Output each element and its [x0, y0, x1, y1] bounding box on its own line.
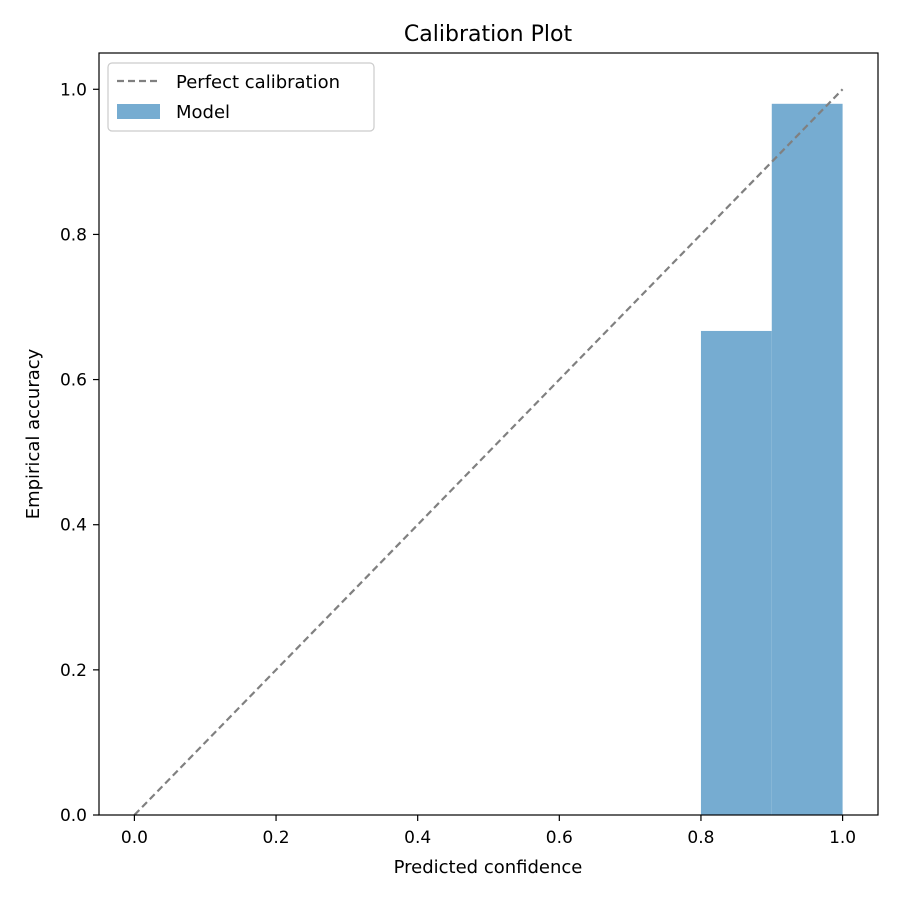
- plot-area: 0.0 0.2 0.4 0.6 0.8 1.0 0.0 0.2 0.4 0.6 0.8 1.0: [60, 52, 879, 848]
- y-axis-label: Empirical accuracy: [23, 348, 44, 519]
- x-axis-ticks: 0.0 0.2 0.4 0.6 0.8 1.0: [121, 815, 856, 848]
- legend-label-perfect-calibration: Perfect calibration: [176, 72, 340, 93]
- x-tick-label-3: 0.6: [546, 828, 573, 848]
- x-tick-label-2: 0.4: [404, 828, 431, 848]
- x-tick-label-0: 0.0: [121, 828, 148, 848]
- chart-title: Calibration Plot: [404, 22, 573, 47]
- bar-model-0: [700, 330, 772, 815]
- legend-swatch-model: [117, 104, 160, 119]
- diagonal-layer: [133, 88, 844, 816]
- x-tick-label-4: 0.8: [687, 828, 714, 848]
- legend: Perfect calibration Model: [107, 62, 375, 132]
- y-axis-ticks: 0.0 0.2 0.4 0.6 0.8 1.0: [60, 80, 99, 826]
- y-tick-label-2: 0.4: [60, 516, 87, 536]
- x-axis-label: Predicted confidence: [394, 857, 583, 878]
- y-tick-label-5: 1.0: [60, 80, 87, 100]
- bar-model-1: [771, 103, 843, 816]
- perfect-calibration-line: [133, 88, 844, 816]
- legend-box: [107, 62, 375, 132]
- y-tick-label-3: 0.6: [60, 371, 87, 391]
- y-tick-label-4: 0.8: [60, 225, 87, 245]
- plot-frame: [98, 52, 879, 816]
- legend-label-model: Model: [176, 102, 230, 123]
- bars-layer: [700, 103, 843, 816]
- x-tick-label-1: 0.2: [263, 828, 290, 848]
- x-tick-label-5: 1.0: [829, 828, 856, 848]
- y-tick-label-0: 0.0: [60, 806, 87, 826]
- y-tick-label-1: 0.2: [60, 661, 87, 681]
